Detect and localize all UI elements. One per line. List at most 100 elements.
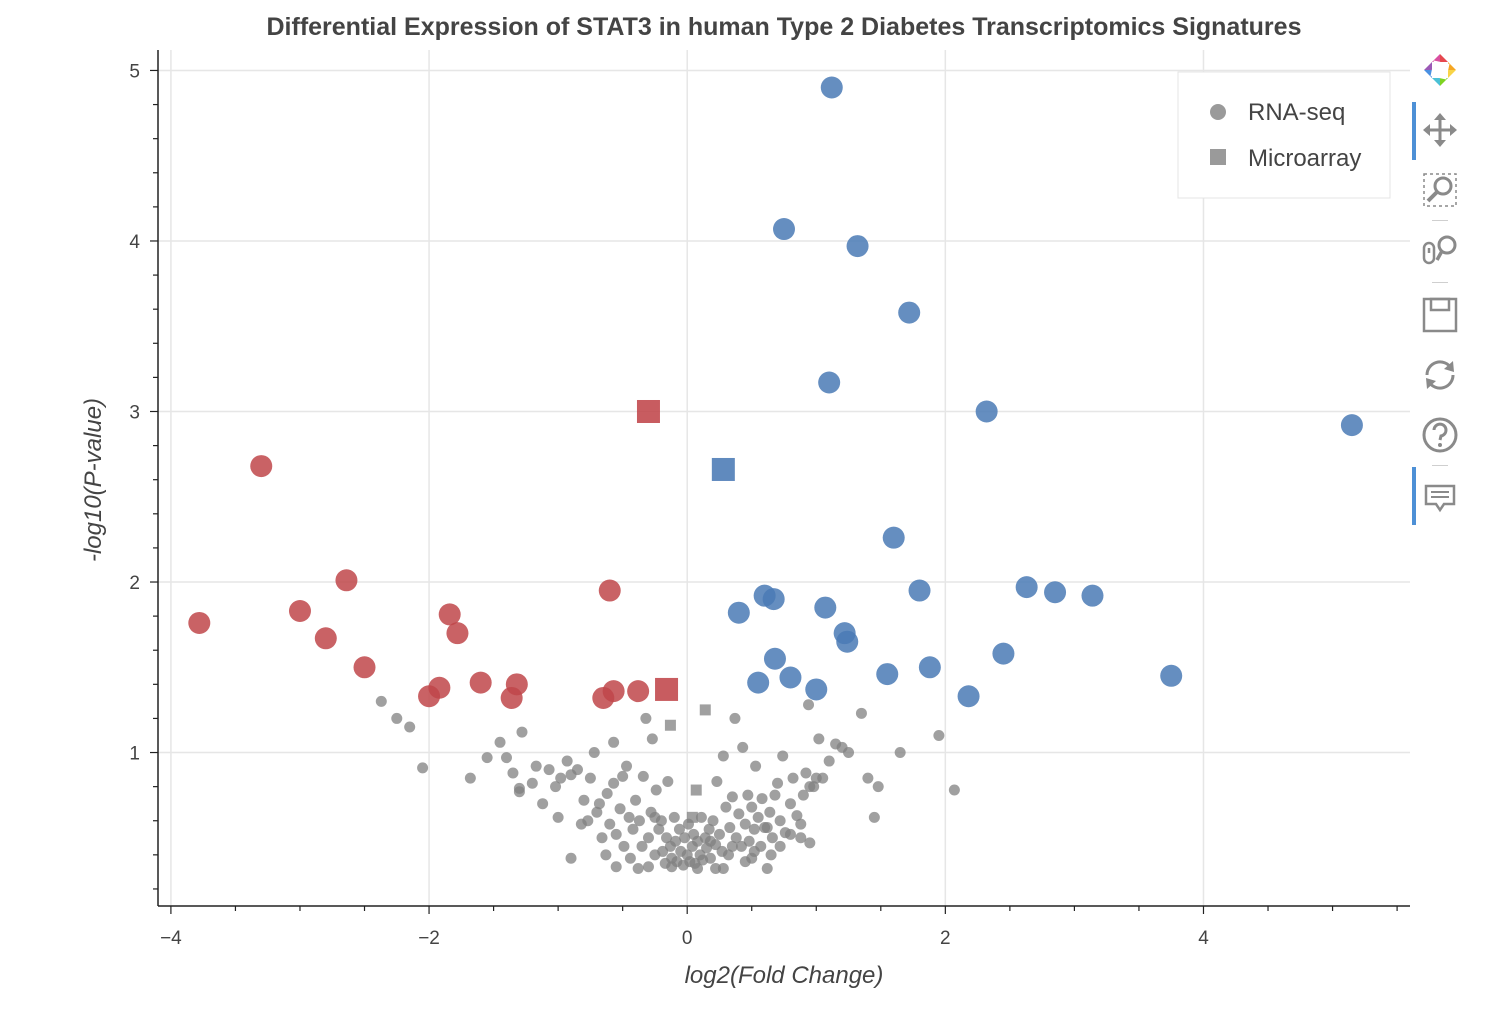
ns-circle-point [653, 823, 665, 835]
y-tick-label: 2 [129, 573, 140, 594]
up-circle-point [1340, 414, 1363, 437]
ns-circle-point [803, 699, 815, 711]
ns-circle-point [735, 840, 747, 852]
y-axis-label: -log10(P-value) [80, 398, 107, 562]
up-circle-point [882, 526, 905, 549]
ns-circle-point [481, 752, 493, 764]
ns-circle-point [872, 781, 884, 793]
ns-circle-point [717, 862, 729, 874]
ns-circle-point [795, 818, 807, 830]
ns-circle-point [565, 852, 577, 864]
y-axis-ticks: 1 2 3 4 5 [129, 61, 158, 890]
ns-circle-point [591, 806, 603, 818]
up-circle-point [992, 642, 1015, 665]
ns-circle-point [588, 747, 600, 759]
ns-circle-point [417, 762, 429, 774]
ns-circle-point [661, 832, 673, 844]
up-circle-point [836, 630, 859, 653]
pan-tool-icon[interactable] [1420, 110, 1460, 150]
ns-circle-point [494, 736, 506, 748]
ns-square-point [686, 811, 698, 823]
up-circle-point [918, 656, 941, 679]
ns-circle-point [679, 832, 691, 844]
up-circle-point [898, 301, 921, 324]
x-tick-label: −4 [160, 928, 182, 949]
ns-circle-point [530, 760, 542, 772]
ns-circle-point [614, 803, 626, 815]
ns-circle-point [739, 818, 751, 830]
bokeh-logo-icon[interactable] [1420, 50, 1460, 90]
ns-circle-point [756, 793, 768, 805]
ns-circle-point [724, 822, 736, 834]
up-circle-point [763, 647, 786, 670]
up-circle-point [773, 218, 795, 241]
down-circle-point [627, 680, 650, 703]
up-circle-point [814, 596, 837, 619]
up-circle-point [957, 685, 980, 708]
ns-circle-point [772, 777, 784, 789]
legend: RNA-seq Microarray [1177, 71, 1391, 199]
ns-circle-point [666, 861, 678, 873]
ns-circle-point [571, 764, 583, 776]
ns-circle-point [668, 811, 680, 823]
ns-circle-point [752, 811, 764, 823]
ns-circle-point [710, 862, 722, 874]
ns-circle-point [933, 729, 945, 741]
ns-circle-point [692, 862, 704, 874]
chart-title: Differential Expression of STAT3 in huma… [267, 13, 1302, 41]
down-circle-point [250, 455, 273, 478]
y-tick-label: 1 [129, 744, 140, 765]
up-circle-point [1044, 581, 1067, 604]
ns-circle-point [766, 832, 778, 844]
ns-circle-point [800, 767, 812, 779]
ns-circle-point [862, 772, 874, 784]
down-circle-point [288, 600, 311, 623]
ns-circle-point [729, 712, 741, 724]
save-tool-icon[interactable] [1420, 295, 1460, 335]
ns-circle-point [855, 707, 867, 719]
up-circle-point [779, 666, 802, 689]
ns-circle-point [610, 828, 622, 840]
box-zoom-tool-icon[interactable] [1420, 170, 1460, 210]
ns-circle-point [650, 784, 662, 796]
ns-circle-point [375, 695, 387, 707]
ns-circle-point [632, 862, 644, 874]
ns-circle-point [748, 845, 760, 857]
legend-marker-rnaseq [1210, 104, 1226, 120]
plot-toolbar [1412, 50, 1468, 530]
ns-circle-point [787, 772, 799, 784]
ns-circle-point [774, 815, 786, 827]
ns-circle-point [600, 849, 612, 861]
help-tool-icon[interactable] [1420, 415, 1460, 455]
ns-circle-point [464, 772, 476, 784]
ns-circle-point [704, 835, 716, 847]
ns-circle-point [621, 760, 633, 772]
hover-tool-icon[interactable] [1420, 478, 1460, 518]
x-axis-label: log2(Fold Change) [685, 962, 884, 989]
ns-circle-point [948, 784, 960, 796]
ns-circle-point [608, 736, 620, 748]
ns-circle-point [797, 789, 809, 801]
wheel-zoom-tool-icon[interactable] [1420, 230, 1460, 270]
up-circle-point [747, 671, 770, 694]
down-square-point [655, 677, 679, 701]
down-circle-point [314, 627, 337, 650]
data-points [188, 76, 1363, 874]
ns-circle-point [795, 832, 807, 844]
up-circle-point [805, 678, 828, 701]
reset-tool-icon[interactable] [1420, 355, 1460, 395]
ns-circle-point [750, 760, 762, 772]
x-tick-label: −2 [418, 928, 440, 949]
down-circle-point [188, 611, 211, 634]
down-circle-point [438, 603, 461, 626]
ns-circle-point [500, 752, 512, 764]
ns-circle-point [391, 712, 403, 724]
ns-square-point [690, 784, 702, 796]
ns-circle-point [761, 862, 773, 874]
ns-circle-point [630, 794, 642, 806]
ns-circle-point [726, 791, 738, 803]
legend-label-microarray: Microarray [1248, 145, 1361, 172]
ns-circle-point [808, 781, 820, 793]
ns-circle-point [764, 806, 776, 818]
